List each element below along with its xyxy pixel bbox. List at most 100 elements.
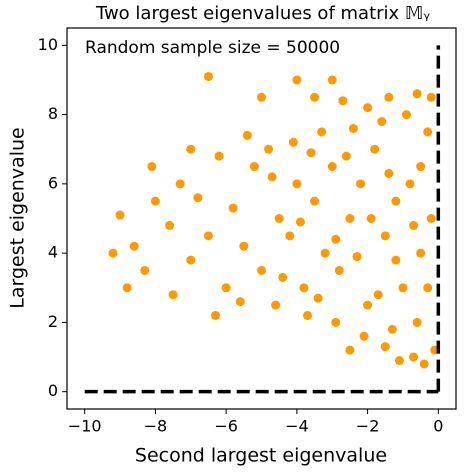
y-tick-label: 0: [48, 381, 58, 400]
point: [203, 71, 213, 81]
point: [115, 210, 125, 220]
point: [416, 248, 426, 258]
point: [426, 214, 436, 223]
point: [345, 214, 355, 223]
point: [228, 203, 238, 213]
point: [398, 283, 408, 293]
x-axis-label: Second largest eigenvalue: [135, 445, 387, 467]
point: [391, 255, 401, 265]
point: [288, 137, 298, 147]
point: [409, 352, 419, 362]
point: [295, 217, 305, 227]
point: [387, 324, 397, 334]
point: [331, 317, 341, 327]
point: [313, 293, 323, 303]
point: [292, 75, 302, 85]
x-tick-label: −10: [68, 417, 102, 436]
point: [363, 103, 373, 113]
point: [310, 196, 320, 206]
y-axis-label: Largest eigenvalue: [7, 127, 29, 309]
point: [405, 179, 415, 189]
point: [377, 117, 387, 127]
point: [391, 196, 401, 206]
point: [186, 144, 196, 154]
point: [380, 231, 390, 241]
plot-frame: [66, 27, 457, 410]
point: [264, 144, 274, 154]
point: [242, 130, 252, 140]
point: [257, 265, 266, 275]
point: [412, 317, 422, 327]
point: [426, 92, 436, 102]
point: [214, 151, 224, 161]
point: [257, 92, 266, 102]
point: [419, 359, 429, 369]
point: [203, 231, 213, 241]
point: [394, 356, 404, 366]
point: [147, 162, 157, 172]
point: [320, 248, 330, 258]
point: [193, 193, 203, 203]
point: [235, 297, 245, 307]
point: [165, 220, 175, 230]
point: [366, 214, 376, 223]
x-tick-label: −2: [356, 417, 380, 436]
point: [352, 252, 362, 262]
x-tick-label: 0: [433, 417, 443, 436]
point: [285, 231, 295, 241]
point: [356, 179, 366, 189]
point: [271, 300, 281, 310]
point: [249, 162, 259, 172]
point: [401, 110, 411, 120]
point: [168, 290, 178, 300]
annotation: Random sample size = 50000: [85, 38, 340, 58]
point: [310, 92, 320, 102]
point: [327, 75, 337, 85]
chart-title: Two largest eigenvalues of matrix 𝕄ᵧ: [95, 3, 430, 24]
point: [108, 248, 118, 258]
point: [384, 92, 394, 102]
x-tick-label: −6: [214, 417, 238, 436]
point: [140, 265, 150, 275]
point: [412, 89, 422, 99]
point: [341, 151, 351, 161]
point: [122, 283, 132, 293]
point: [267, 172, 277, 182]
y-tick-label: 4: [48, 243, 58, 262]
point: [292, 179, 302, 189]
point: [331, 234, 341, 244]
point: [186, 255, 196, 265]
point: [384, 168, 394, 178]
point: [345, 345, 355, 355]
y-tick-label: 2: [48, 312, 58, 331]
point: [338, 96, 348, 106]
point: [423, 283, 433, 293]
y-tick-label: 6: [48, 173, 58, 192]
point: [221, 283, 231, 293]
point: [306, 148, 316, 158]
point: [278, 272, 288, 282]
point: [370, 144, 380, 154]
y-tick-label: 10: [38, 35, 58, 54]
point: [359, 331, 369, 341]
point: [129, 241, 139, 251]
point: [423, 127, 433, 137]
point: [409, 220, 419, 230]
point: [373, 290, 383, 300]
point: [302, 310, 312, 320]
point: [211, 310, 221, 320]
point: [175, 179, 185, 189]
point: [334, 265, 344, 275]
point: [150, 196, 160, 206]
point: [274, 214, 284, 223]
y-tick-label: 8: [48, 104, 58, 123]
point: [363, 300, 373, 310]
point: [327, 162, 337, 172]
point: [416, 162, 426, 172]
x-tick-label: −4: [285, 417, 309, 436]
point: [380, 342, 390, 352]
point: [317, 127, 327, 137]
point: [299, 283, 309, 293]
point: [239, 241, 249, 251]
